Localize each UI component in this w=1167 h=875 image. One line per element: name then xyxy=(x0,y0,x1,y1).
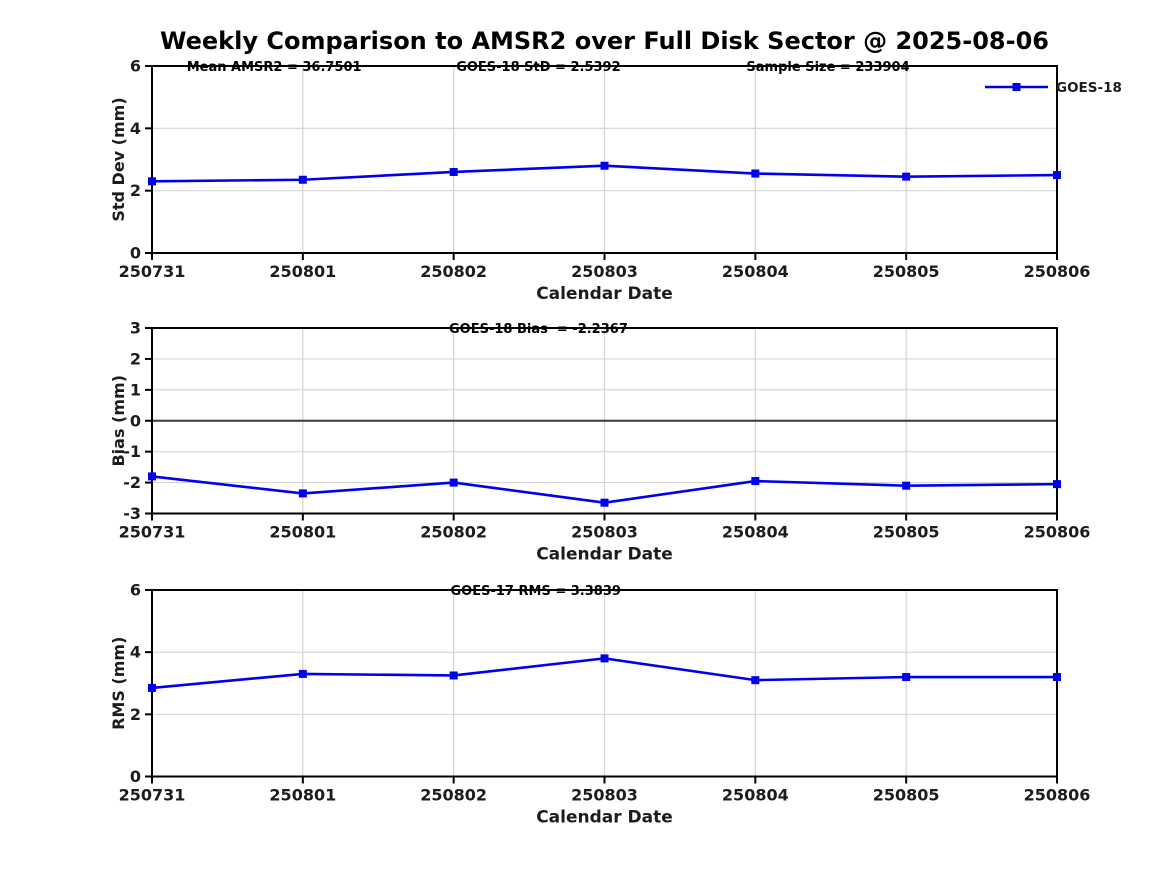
y-tick-label: -1 xyxy=(123,442,141,461)
x-tick-label: 250804 xyxy=(722,262,789,281)
x-axis-label: Calendar Date xyxy=(536,808,673,828)
x-tick-label: 250801 xyxy=(269,262,336,281)
data-point-marker xyxy=(298,669,307,678)
data-point-marker xyxy=(148,177,156,186)
y-tick-label: 3 xyxy=(130,319,141,338)
y-axis-label: RMS (mm) xyxy=(109,637,128,730)
data-point-marker xyxy=(449,167,458,176)
data-point-marker xyxy=(449,478,458,487)
x-axis-label: Calendar Date xyxy=(536,284,673,304)
y-axis-label: Std Dev (mm) xyxy=(109,97,128,221)
data-point-marker xyxy=(1053,171,1061,180)
y-axis-label: Bias (mm) xyxy=(109,375,128,467)
x-tick-label: 250804 xyxy=(722,786,789,805)
x-tick-label: 250806 xyxy=(1024,262,1091,281)
data-point-marker xyxy=(600,498,609,507)
annotation-text: Sample Size = 233904 xyxy=(746,60,909,75)
x-axis-label: Calendar Date xyxy=(536,545,673,565)
x-tick-label: 250731 xyxy=(119,786,186,805)
x-tick-label: 250801 xyxy=(269,523,336,542)
y-tick-label: -2 xyxy=(123,473,141,492)
y-tick-label: 0 xyxy=(130,411,141,430)
x-tick-label: 250803 xyxy=(571,523,638,542)
data-point-marker xyxy=(449,671,458,680)
data-point-marker xyxy=(298,175,307,184)
x-tick-label: 250802 xyxy=(420,523,487,542)
data-point-marker xyxy=(751,169,760,178)
data-point-marker xyxy=(1053,673,1061,682)
x-tick-label: 250802 xyxy=(420,262,487,281)
legend-marker-sample xyxy=(1012,83,1021,91)
subplot-rms-mm: 0 2 4 6 250731 250801 250802 250803 250804 250805… xyxy=(109,581,1090,828)
y-tick-label: 4 xyxy=(130,119,141,138)
x-tick-label: 250804 xyxy=(722,523,789,542)
y-tick-label: 1 xyxy=(130,380,141,399)
annotation-text: GOES-18 Bias = -2.2367 xyxy=(449,322,628,337)
data-point-marker xyxy=(148,683,156,692)
subplot-std-dev-mm: 0 2 4 6 250731 250801 250802 250803 250804 250805… xyxy=(109,57,1122,305)
annotation-text: Mean AMSR2 = 36.7501 xyxy=(187,60,362,75)
data-point-marker xyxy=(298,489,307,498)
y-tick-label: 6 xyxy=(130,57,141,76)
x-tick-label: 250805 xyxy=(873,523,940,542)
figure-title: Weekly Comparison to AMSR2 over Full Dis… xyxy=(160,27,1049,55)
data-point-marker xyxy=(1053,480,1061,489)
data-point-marker xyxy=(751,676,760,685)
y-tick-label: 2 xyxy=(130,349,141,368)
annotation-text: GOES-17 RMS = 3.3839 xyxy=(451,584,621,599)
y-tick-label: 2 xyxy=(130,705,141,724)
x-tick-label: 250801 xyxy=(269,786,336,805)
x-tick-label: 250805 xyxy=(873,786,940,805)
x-tick-label: 250802 xyxy=(420,786,487,805)
data-point-marker xyxy=(902,481,911,490)
x-tick-label: 250803 xyxy=(571,262,638,281)
data-point-marker xyxy=(600,161,609,170)
y-tick-label: 0 xyxy=(130,767,141,786)
legend-label: GOES-18 xyxy=(1056,80,1122,96)
y-tick-label: 0 xyxy=(130,244,141,263)
y-tick-label: 4 xyxy=(130,643,141,662)
data-point-marker xyxy=(902,172,911,181)
data-point-marker xyxy=(751,477,760,486)
x-tick-label: 250806 xyxy=(1024,786,1091,805)
y-tick-label: -3 xyxy=(123,504,141,523)
data-point-marker xyxy=(600,654,609,663)
data-point-marker xyxy=(148,472,156,481)
y-tick-label: 2 xyxy=(130,181,141,200)
x-tick-label: 250731 xyxy=(119,262,186,281)
x-tick-label: 250803 xyxy=(571,786,638,805)
x-tick-label: 250805 xyxy=(873,262,940,281)
x-tick-label: 250806 xyxy=(1024,523,1091,542)
legend: GOES-18 xyxy=(985,80,1122,96)
x-tick-label: 250731 xyxy=(119,523,186,542)
y-tick-label: 6 xyxy=(130,581,141,600)
annotation-text: GOES-18 StD = 2.5392 xyxy=(456,60,620,75)
data-point-marker xyxy=(902,673,911,682)
